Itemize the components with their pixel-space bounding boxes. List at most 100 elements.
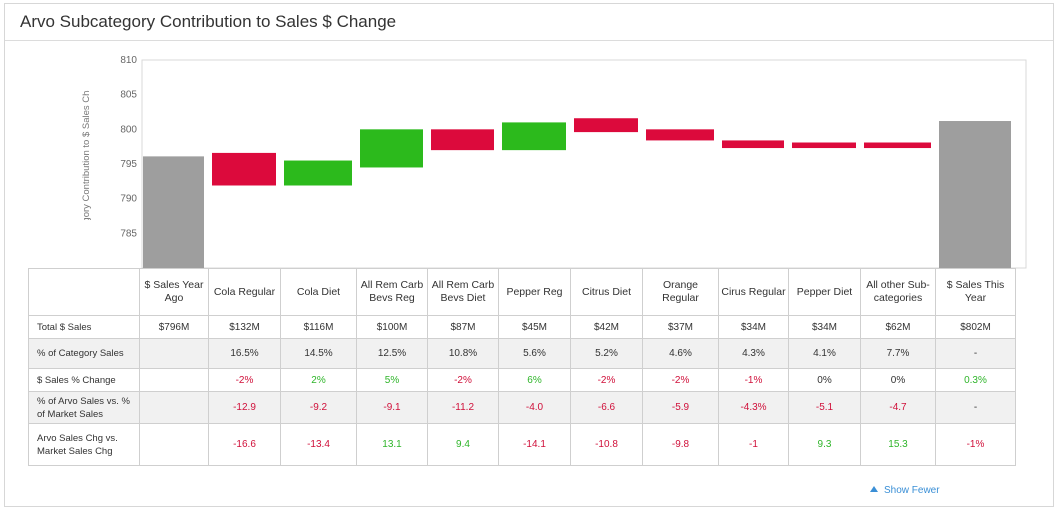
table-cell: -10.8 [570, 423, 643, 466]
column-header: All Rem Carb Bevs Reg [356, 268, 428, 316]
waterfall-bar-decrease[interactable] [792, 142, 856, 149]
table-cell [139, 423, 209, 466]
table-row: $ Sales % Change -2% 2% 5% -2% 6% -2% -2% -1% 0% 0… [28, 368, 1016, 392]
table-cell: $796M [139, 315, 209, 339]
table-cell: $34M [788, 315, 861, 339]
table-cell: 6% [498, 368, 571, 392]
card-header: Arvo Subcategory Contribution to Sales $… [5, 4, 1053, 41]
table-cell: -2% [642, 368, 719, 392]
waterfall-bar-total[interactable] [143, 156, 204, 268]
table-cell: 5.2% [570, 338, 643, 369]
table-row: % of Category Sales 16.5% 14.5% 12.5% 10.8% 5… [28, 338, 1016, 369]
waterfall-bar-decrease[interactable] [646, 129, 714, 141]
table-cell: -14.1 [498, 423, 571, 466]
table-cell: $37M [642, 315, 719, 339]
waterfall-bar-decrease[interactable] [574, 118, 638, 133]
waterfall-bar-decrease[interactable] [864, 142, 931, 149]
table-cell: 14.5% [280, 338, 357, 369]
table-cell: -4.3% [718, 391, 789, 424]
table-cell: -5.1 [788, 391, 861, 424]
table-cell: $62M [860, 315, 936, 339]
table-cell: $100M [356, 315, 428, 339]
table-corner [28, 268, 140, 316]
table-row: % of Arvo Sales vs. % of Market Sales -12… [28, 391, 1016, 424]
table-cell: $802M [935, 315, 1016, 339]
column-header: All other Sub-categories [860, 268, 936, 316]
column-header: Pepper Reg [498, 268, 571, 316]
table-cell: -4.0 [498, 391, 571, 424]
table-cell: -13.4 [280, 423, 357, 466]
waterfall-bar-increase[interactable] [360, 129, 423, 168]
table-cell: - [935, 338, 1016, 369]
table-cell: 4.3% [718, 338, 789, 369]
card-title: Arvo Subcategory Contribution to Sales $… [20, 12, 397, 31]
table-cell: -11.2 [427, 391, 499, 424]
column-header: Pepper Diet [788, 268, 861, 316]
table-cell: 0.3% [935, 368, 1016, 392]
row-label: % of Category Sales [28, 338, 140, 369]
table-cell: 7.7% [860, 338, 936, 369]
table-cell [139, 368, 209, 392]
table-cell: -2% [208, 368, 281, 392]
table-cell: -5.9 [642, 391, 719, 424]
table-cell: -1 [718, 423, 789, 466]
y-tick-label: 790 [120, 194, 137, 205]
table-cell: $34M [718, 315, 789, 339]
table-cell: -16.6 [208, 423, 281, 466]
row-label: % of Arvo Sales vs. % of Market Sales [28, 391, 140, 424]
table-cell: -1% [718, 368, 789, 392]
waterfall-bar-increase[interactable] [284, 160, 352, 186]
waterfall-bar-increase[interactable] [502, 122, 566, 151]
table-cell: 12.5% [356, 338, 428, 369]
table-cell: $116M [280, 315, 357, 339]
y-axis-label: Subcategory Contribution to $ Sales Chan… [81, 90, 92, 220]
column-header: $ Sales Year Ago [139, 268, 209, 316]
column-header: Cirus Regular [718, 268, 789, 316]
y-axis-label-svg: Subcategory Contribution to $ Sales Chan… [81, 53, 92, 258]
table-cell: $87M [427, 315, 499, 339]
table-cell: 13.1 [356, 423, 428, 466]
table-row: Arvo Sales Chg vs. Market Sales Chg -16.6… [28, 423, 1016, 466]
waterfall-bar-total[interactable] [939, 121, 1011, 268]
table-row: Total $ Sales $796M $132M $116M $100M $87M $45… [28, 315, 1016, 339]
table-cell: $132M [208, 315, 281, 339]
waterfall-bar-decrease[interactable] [431, 129, 494, 151]
row-label: Total $ Sales [28, 315, 140, 339]
table-header-row: $ Sales Year Ago Cola Regular Cola Diet All… [28, 268, 1016, 316]
table-cell: 9.4 [427, 423, 499, 466]
table-cell: $45M [498, 315, 571, 339]
y-tick-label: 785 [120, 228, 137, 239]
table-cell: 0% [860, 368, 936, 392]
table-cell: - [935, 391, 1016, 424]
chevron-up-icon [870, 486, 878, 492]
show-fewer-label: Show Fewer [884, 485, 940, 496]
table-cell: 5.6% [498, 338, 571, 369]
y-tick-label: 810 [120, 55, 137, 66]
table-cell: 9.3 [788, 423, 861, 466]
table-cell [139, 391, 209, 424]
table-cell: -4.7 [860, 391, 936, 424]
table-cell: 10.8% [427, 338, 499, 369]
show-fewer-link[interactable]: Show Fewer [870, 485, 940, 496]
y-tick-label: 795 [120, 159, 137, 170]
table-cell [139, 338, 209, 369]
table-cell: 0% [788, 368, 861, 392]
table-cell: 4.1% [788, 338, 861, 369]
column-header: Citrus Diet [570, 268, 643, 316]
table-cell: -9.8 [642, 423, 719, 466]
table-cell: $42M [570, 315, 643, 339]
metrics-table: $ Sales Year Ago Cola Regular Cola Diet All… [28, 268, 1016, 466]
waterfall-bar-decrease[interactable] [722, 140, 784, 149]
table-cell: -9.2 [280, 391, 357, 424]
column-header: $ Sales This Year [935, 268, 1016, 316]
waterfall-bar-decrease[interactable] [212, 152, 276, 186]
table-cell: 5% [356, 368, 428, 392]
table-cell: 2% [280, 368, 357, 392]
y-axis-label-container: Subcategory Contribution to $ Sales Chan… [70, 53, 106, 258]
table-cell: -9.1 [356, 391, 428, 424]
table-cell: -6.6 [570, 391, 643, 424]
y-tick-label: 805 [120, 90, 137, 101]
column-header: Orange Regular [642, 268, 719, 316]
table-cell: 4.6% [642, 338, 719, 369]
